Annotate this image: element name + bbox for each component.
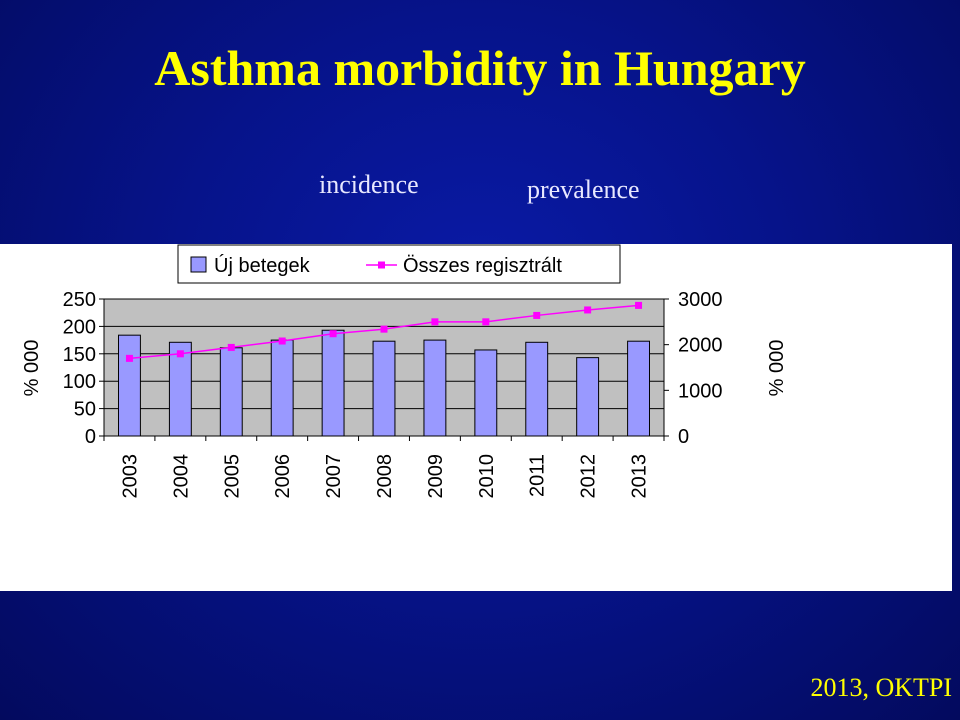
x-tick-label: 2006: [272, 454, 294, 499]
bar: [168, 341, 192, 437]
bar: [474, 349, 498, 437]
x-tick-label: 2004: [170, 454, 192, 499]
chart-panel: Új betegek Összes regisztrált 0 50 100 150 20…: [0, 244, 952, 591]
bar: [321, 329, 345, 437]
line-point: [482, 318, 490, 326]
y-axis-title: % 000: [21, 340, 43, 397]
y2-axis-title: % 000: [766, 340, 788, 397]
x-tick-label: 2011: [527, 454, 549, 497]
line-point: [227, 343, 235, 351]
y-tick-label: 150: [63, 344, 96, 366]
bar: [270, 339, 294, 437]
legend-box: [177, 244, 621, 284]
line-point: [431, 318, 439, 326]
legend-label-line: Összes regisztrált: [403, 255, 562, 277]
source-note: 2013, OKTPI: [810, 673, 952, 702]
line-point: [125, 354, 133, 362]
y-tick-label: 200: [63, 316, 96, 338]
x-tick-label: 2010: [476, 454, 498, 499]
bar: [118, 334, 141, 437]
x-tick-label: 2008: [374, 454, 396, 499]
y2-tick-label: 3000: [678, 289, 723, 311]
x-tick-label: 2005: [221, 454, 243, 499]
prevalence-label: prevalence: [527, 175, 640, 204]
bar: [627, 340, 650, 437]
y-tick-label: 0: [85, 426, 96, 448]
plot-area: 0 50 100 150 200 250 0 1000 2000 3000 2003 2004 2005…: [21, 289, 788, 499]
y2-tick-label: 2000: [678, 335, 723, 357]
x-tick-label: 2003: [119, 454, 141, 499]
y-tick-label: 50: [74, 399, 96, 421]
line-point: [584, 306, 592, 314]
line-point: [380, 325, 388, 333]
x-tick-label: 2012: [578, 454, 600, 499]
y2-tick-label: 0: [678, 426, 689, 448]
line-point: [278, 337, 286, 345]
bar: [576, 357, 600, 437]
bar: [525, 341, 549, 437]
line-point: [329, 330, 337, 338]
line-point: [635, 301, 643, 309]
line-point: [176, 350, 184, 358]
incidence-label: incidence: [319, 170, 419, 199]
x-tick-label: 2007: [323, 454, 345, 499]
line-point: [533, 311, 541, 319]
x-tick-label: 2009: [425, 454, 447, 499]
bar: [372, 340, 396, 437]
slide-title: Asthma morbidity in Hungary: [154, 40, 806, 96]
combo-chart: Új betegek Összes regisztrált 0 50 100 150 20…: [21, 244, 788, 499]
bar: [219, 347, 243, 437]
legend-swatch-marker: [378, 261, 385, 269]
legend-label-bar: Új betegek: [214, 254, 311, 277]
chart-legend: Új betegek Összes regisztrált: [177, 244, 621, 284]
y2-tick-label: 1000: [678, 380, 723, 402]
bar: [423, 339, 447, 437]
y-tick-label: 100: [63, 371, 96, 393]
legend-swatch-bar: [190, 256, 207, 273]
y-tick-label: 250: [63, 289, 96, 311]
x-tick-label: 2013: [629, 454, 651, 499]
